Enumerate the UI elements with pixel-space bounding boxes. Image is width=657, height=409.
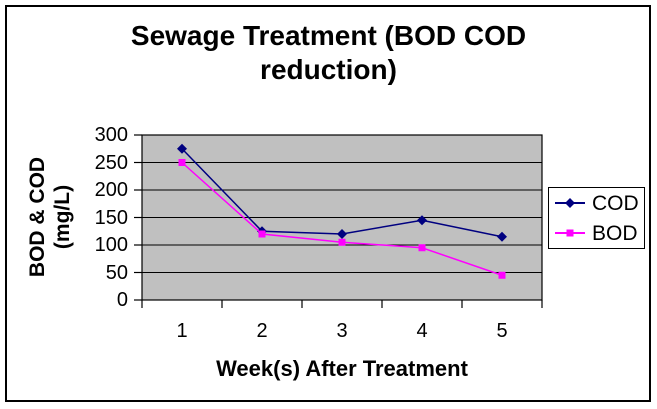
y-axis-tick-label: 50 [105,261,128,284]
diamond-marker-icon [555,198,585,208]
legend: COD BOD [548,187,645,249]
x-axis-tick-label: 1 [176,320,188,342]
y-axis-tick-label: 100 [94,234,128,256]
y-axis-tick-label: 250 [94,151,128,174]
chart-title-line-2: reduction) [260,54,397,85]
x-axis-tick-label: 4 [416,320,428,342]
legend-label: BOD [592,221,638,245]
plot-area [134,134,543,308]
y-axis-tick-label: 0 [116,289,128,311]
y-axis-tick-label: 300 [94,124,128,146]
x-axis-tick-label: 3 [336,320,348,342]
legend-item-cod: COD [549,188,644,218]
y-axis-tick-label: 200 [94,179,128,201]
legend-item-bod: BOD [549,218,644,248]
chart-title: Sewage Treatment (BOD COD reduction) [0,19,657,87]
x-axis-tick-label: 5 [496,320,508,342]
y-axis-tick-label: 150 [94,206,128,229]
x-axis-title: Week(s) After Treatment [216,356,468,381]
chart-title-line-1: Sewage Treatment (BOD COD [130,20,527,51]
legend-label: COD [592,191,639,215]
y-axis-title-line-1: BOD & COD [26,156,49,278]
square-marker-icon [555,229,585,237]
x-axis-tick-label: 2 [256,320,268,342]
